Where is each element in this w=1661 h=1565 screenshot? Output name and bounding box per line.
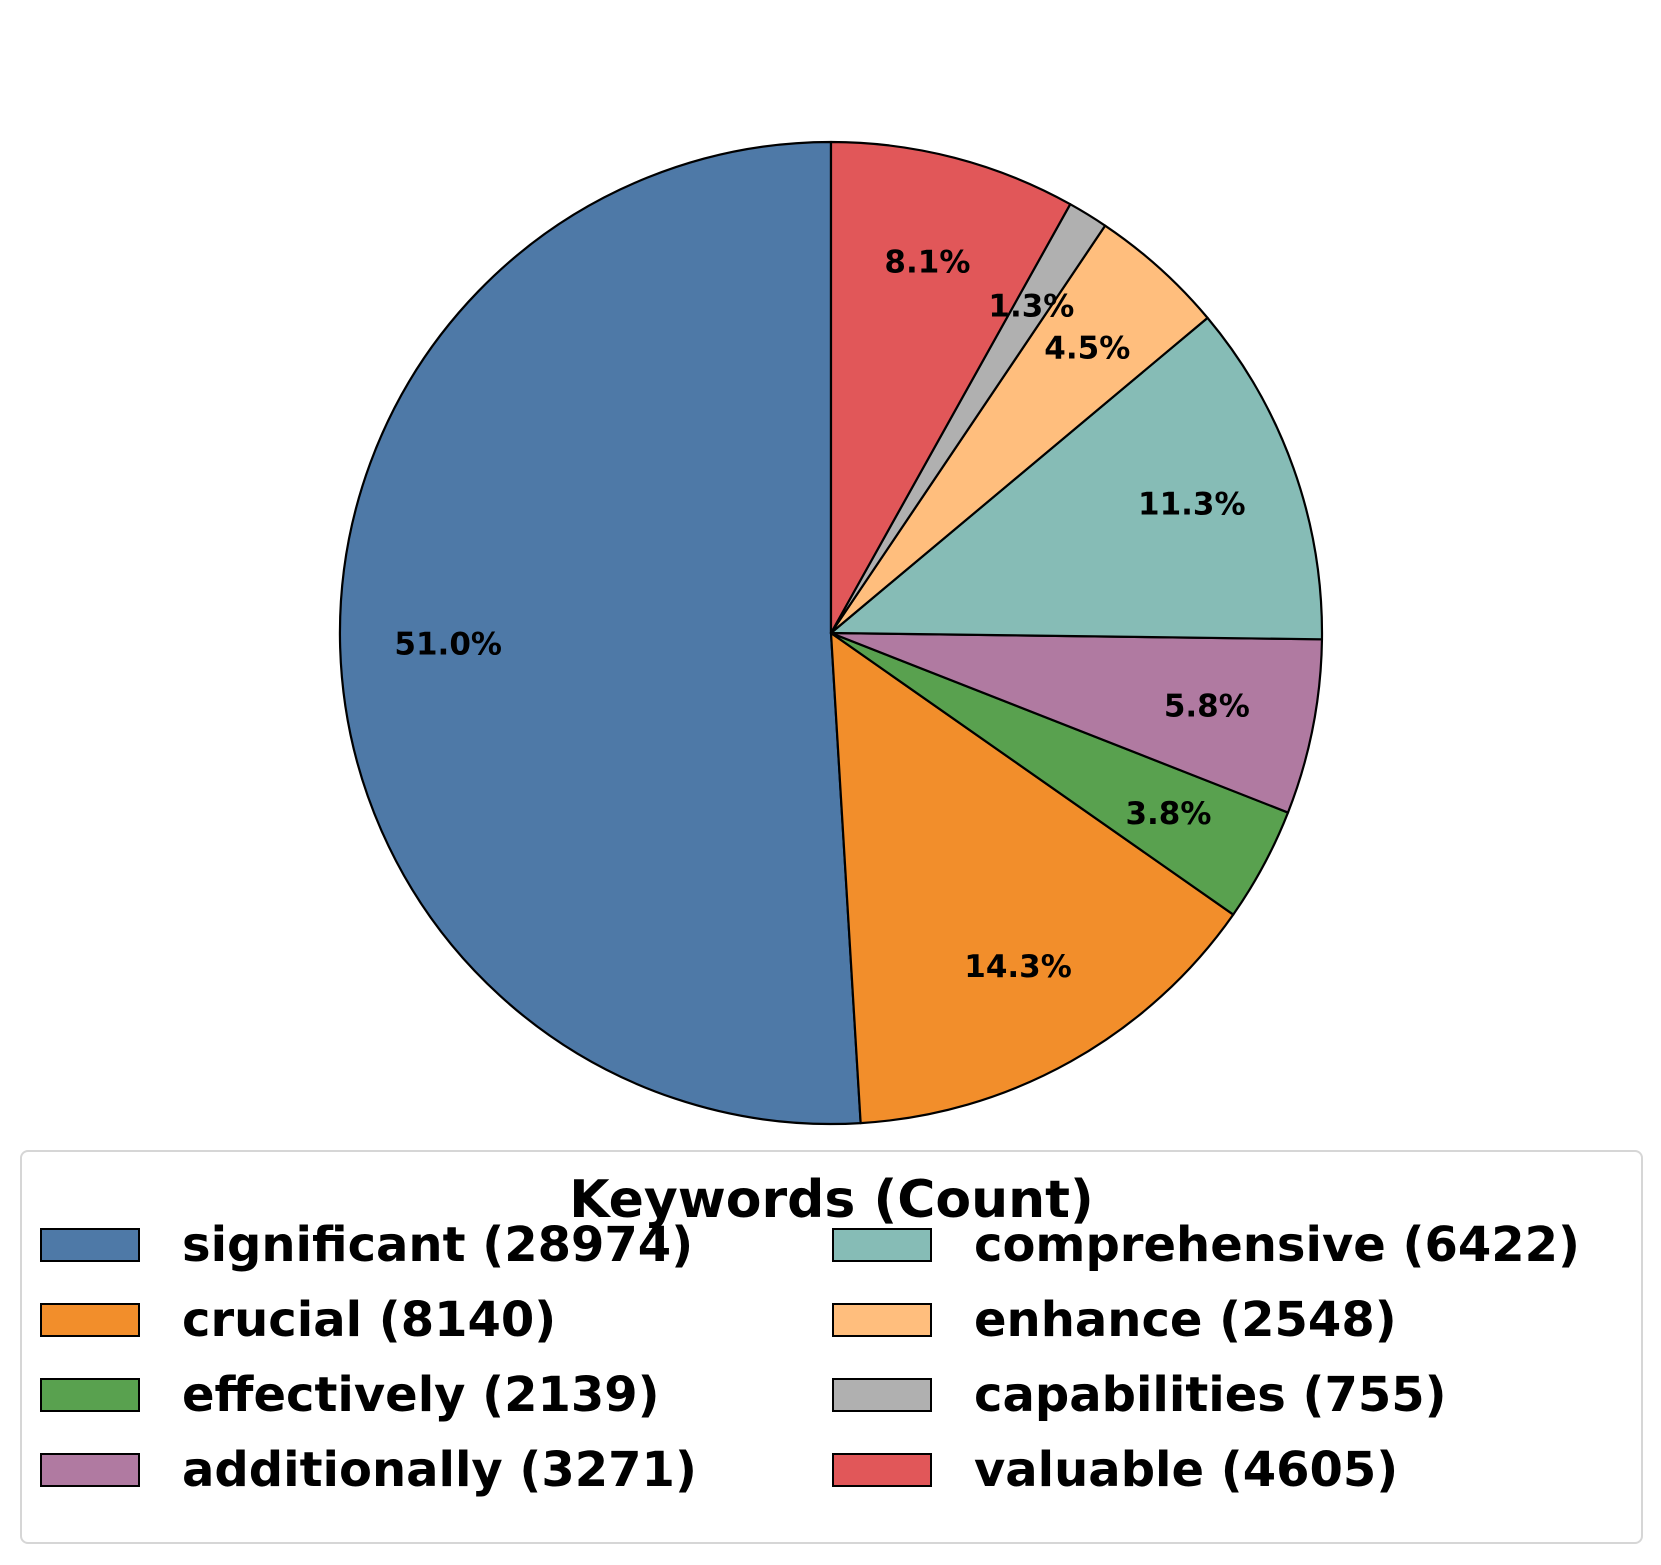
legend-swatch-effectively (40, 1378, 140, 1412)
pie-label-valuable: 8.1% (884, 244, 970, 280)
legend-item-capabilities: capabilities (755) (832, 1365, 1447, 1425)
legend-label-additionally: additionally (3271) (182, 1442, 697, 1498)
legend-label-enhance: enhance (2548) (974, 1292, 1397, 1348)
pie-slice-crucial (829, 631, 1235, 1125)
legend-swatch-crucial (40, 1303, 140, 1337)
pie-label-significant: 51.0% (394, 627, 502, 663)
pie-label-capabilities: 1.3% (988, 289, 1074, 325)
legend-title: Keywords (Count) (569, 1170, 1094, 1230)
legend-item-additionally: additionally (3271) (40, 1440, 697, 1500)
pie-slice-significant (338, 140, 862, 1126)
legend-label-valuable: valuable (4605) (974, 1442, 1399, 1498)
pie-slice-comprehensive (829, 316, 1324, 641)
pie-label-additionally: 5.8% (1164, 689, 1250, 725)
legend-label-crucial: crucial (8140) (182, 1292, 557, 1348)
legend-item-effectively: effectively (2139) (40, 1365, 660, 1425)
legend-swatch-enhance (832, 1303, 932, 1337)
legend-item-comprehensive: comprehensive (6422) (832, 1215, 1580, 1275)
pie-percent-labels: 51.0% 14.3% 3.8% 5.8% 11.3% 4.5% 1.3% 8.1% (394, 244, 1249, 985)
legend-swatch-significant (40, 1228, 140, 1262)
legend-item-crucial: crucial (8140) (40, 1290, 556, 1350)
legend-label-significant: significant (28974) (182, 1217, 694, 1273)
legend-item-significant: significant (28974) (40, 1215, 693, 1275)
pie-slice-additionally (829, 631, 1324, 814)
pie-label-enhance: 4.5% (1044, 330, 1130, 366)
legend-label-capabilities: capabilities (755) (974, 1367, 1447, 1423)
pie-slices (338, 140, 1324, 1126)
pie-slice-valuable (829, 140, 1072, 635)
legend: Keywords (Count) significant (28974) cruc… (20, 1150, 1643, 1544)
legend-label-effectively: effectively (2139) (182, 1367, 660, 1423)
pie-label-crucial: 14.3% (964, 949, 1072, 985)
legend-swatch-capabilities (832, 1378, 932, 1412)
legend-swatch-comprehensive (832, 1228, 932, 1262)
legend-item-valuable: valuable (4605) (832, 1440, 1398, 1500)
legend-swatch-additionally (40, 1453, 140, 1487)
legend-item-enhance: enhance (2548) (832, 1290, 1397, 1350)
legend-swatch-valuable (832, 1453, 932, 1487)
pie-label-effectively: 3.8% (1125, 796, 1211, 832)
pie-label-comprehensive: 11.3% (1138, 487, 1246, 523)
legend-label-comprehensive: comprehensive (6422) (974, 1217, 1580, 1273)
